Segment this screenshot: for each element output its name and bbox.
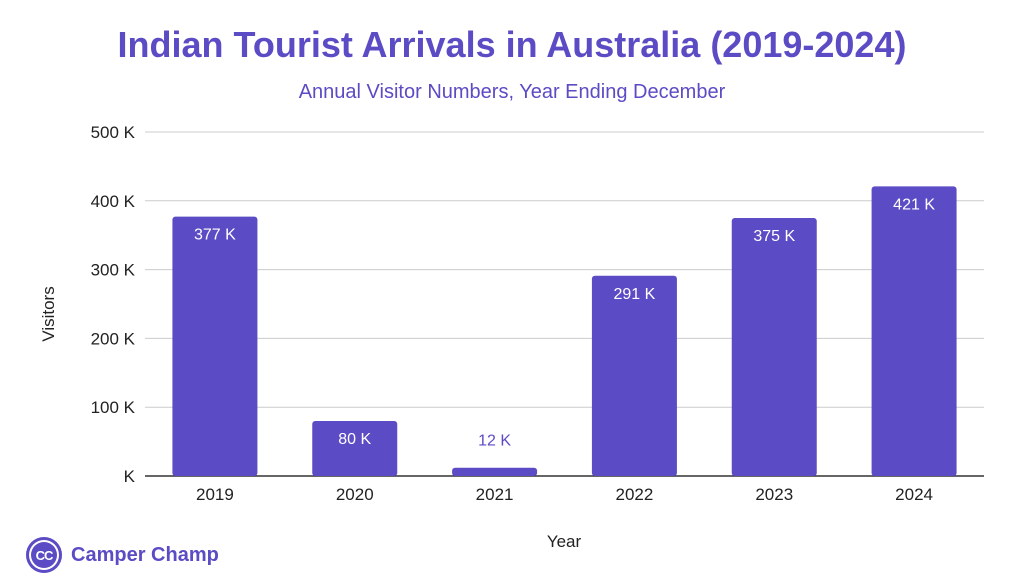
x-tick-label: 2020 <box>336 485 374 504</box>
x-axis-title: Year <box>547 532 582 551</box>
y-tick-label: 300 K <box>91 261 136 280</box>
data-label: 375 K <box>753 228 795 245</box>
brand-name: Camper Champ <box>71 543 219 566</box>
camper-champ-logo-icon: CC <box>26 537 62 573</box>
logo-text: CC <box>35 547 54 563</box>
bar-2024 <box>871 186 957 477</box>
bar-2022 <box>591 275 677 476</box>
y-tick-label: 400 K <box>91 192 136 211</box>
x-tick-label: 2019 <box>196 485 234 504</box>
data-label: 377 K <box>194 227 236 244</box>
bar-2020 <box>312 420 398 476</box>
chart-subtitle: Annual Visitor Numbers, Year Ending Dece… <box>298 81 726 103</box>
data-label: 421 K <box>893 196 935 213</box>
brand-footer: CC Camper Champ <box>26 536 219 574</box>
bar-2021 <box>452 467 538 476</box>
x-tick-label: 2022 <box>616 485 654 504</box>
data-label: 80 K <box>338 431 371 448</box>
y-tick-label: 500 K <box>91 123 136 142</box>
x-tick-label: 2024 <box>895 485 933 504</box>
data-label: 12 K <box>478 433 511 450</box>
x-tick-label: 2023 <box>755 485 793 504</box>
y-tick-label: K <box>124 467 136 486</box>
chart-title: Indian Tourist Arrivals in Australia (20… <box>117 24 907 65</box>
y-axis-title: Visitors <box>39 286 58 341</box>
bar-2019 <box>172 216 258 476</box>
y-tick-label: 200 K <box>91 329 136 348</box>
y-tick-label: 100 K <box>91 398 136 417</box>
bar-2023 <box>731 218 817 476</box>
data-label: 291 K <box>614 286 656 303</box>
x-tick-label: 2021 <box>476 485 514 504</box>
